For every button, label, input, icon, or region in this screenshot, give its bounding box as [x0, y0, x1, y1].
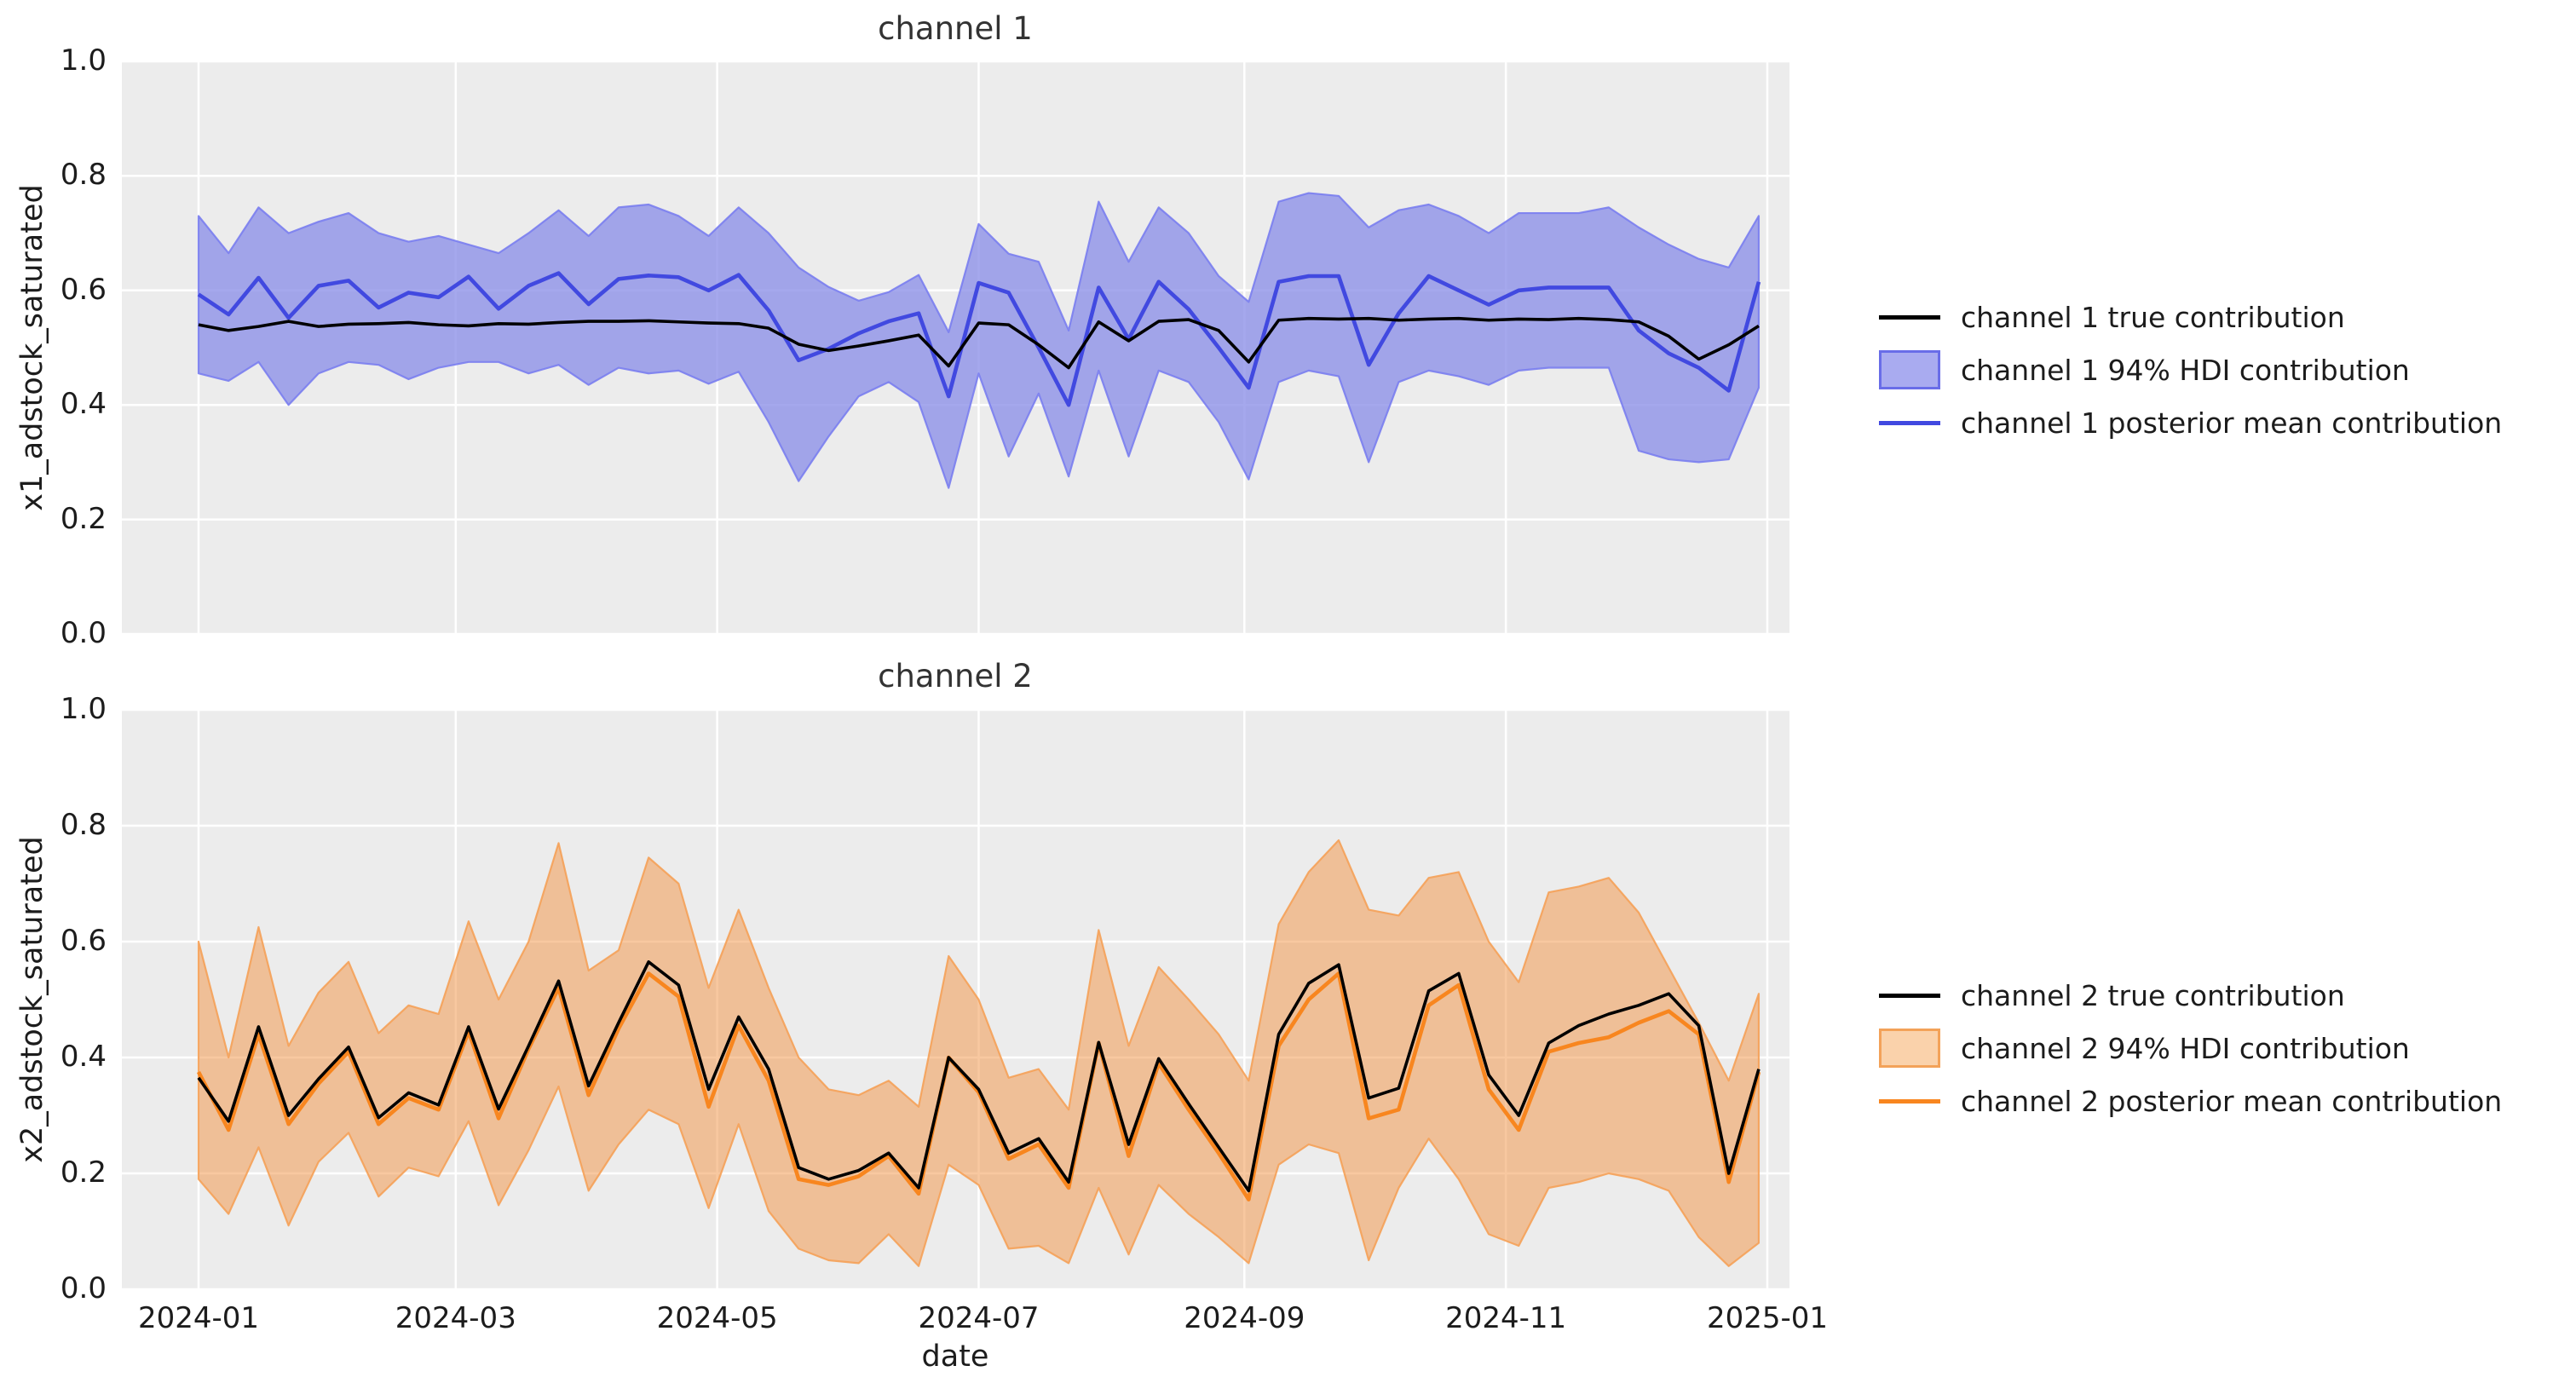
legend-line-swatch [1879, 993, 1940, 998]
y-tick-label: 0.8 [60, 808, 107, 842]
legend-item-label: channel 2 true contribution [1961, 978, 2345, 1012]
legend-item: channel 1 94% HDI contribution [1879, 343, 2502, 396]
hdi-band-swatch [1879, 1029, 1940, 1068]
y-tick-label: 0.4 [60, 1040, 107, 1074]
y-tick-label: 0.0 [60, 616, 107, 650]
y-tick-label: 0.0 [60, 1271, 107, 1305]
true-line-swatch [1879, 993, 1940, 998]
x-tick-label: 2024-11 [1445, 1301, 1567, 1335]
legend-item-label: channel 2 posterior mean contribution [1961, 1084, 2503, 1118]
y-tick-label: 0.2 [60, 501, 107, 536]
legend-item-label: channel 1 94% HDI contribution [1961, 353, 2410, 387]
legend-patch-swatch [1879, 1029, 1940, 1068]
legend-item-label: channel 2 94% HDI contribution [1961, 1031, 2410, 1065]
legend-item: channel 2 94% HDI contribution [1879, 1022, 2502, 1075]
y-tick-label: 0.6 [60, 272, 107, 307]
hdi-band-swatch [1879, 350, 1940, 389]
legend-item: channel 1 true contribution [1879, 291, 2502, 343]
chart-1-legend: channel 1 true contribution channel 1 94… [1879, 291, 2502, 449]
x-tick-label: 2024-03 [395, 1301, 516, 1335]
legend-line-swatch [1879, 420, 1940, 425]
y-tick-label: 0.8 [60, 158, 107, 193]
x-tick-label: 2025-01 [1706, 1301, 1829, 1335]
chart-1-y-axis-label: x1_adstock_saturated [15, 184, 49, 511]
legend-item-label: channel 1 posterior mean contribution [1961, 406, 2503, 440]
posterior-mean-line-swatch [1879, 1098, 1940, 1104]
legend-item: channel 2 posterior mean contribution [1879, 1075, 2502, 1127]
true-contribution-line [197, 960, 1761, 1193]
chart-2-legend: channel 2 true contribution channel 2 94… [1879, 969, 2502, 1127]
legend-line-swatch [1879, 1098, 1940, 1104]
chart-2-y-axis-label: x2_adstock_saturated [15, 836, 49, 1163]
legend-line-swatch [1879, 314, 1940, 320]
x-tick-label: 2024-01 [137, 1301, 260, 1335]
posterior-mean-line [197, 271, 1761, 407]
posterior-mean-line-swatch [1879, 420, 1940, 425]
legend-patch-swatch [1879, 350, 1940, 389]
chart-2-title: channel 2 [878, 658, 1033, 694]
y-tick-label: 0.2 [60, 1155, 107, 1190]
chart-1-title: channel 1 [878, 10, 1033, 47]
x-axis-label: date [921, 1340, 989, 1374]
y-tick-label: 1.0 [60, 692, 107, 726]
x-tick-label: 2024-05 [656, 1301, 778, 1335]
hdi-band [197, 192, 1761, 489]
legend-item-label: channel 1 true contribution [1961, 300, 2345, 334]
y-tick-label: 0.6 [60, 924, 107, 958]
legend-item: channel 2 true contribution [1879, 969, 2502, 1022]
x-tick-label: 2024-07 [918, 1301, 1040, 1335]
subplot-channel-1 [122, 60, 1789, 636]
x-tick-label: 2024-09 [1184, 1301, 1305, 1335]
y-tick-label: 0.4 [60, 387, 107, 422]
true-line-swatch [1879, 314, 1940, 320]
hdi-band [197, 838, 1761, 1267]
y-tick-label: 1.0 [60, 43, 107, 78]
legend-item: channel 1 posterior mean contribution [1879, 396, 2502, 449]
true-contribution-line [198, 316, 1760, 370]
subplot-channel-2 [122, 708, 1789, 1291]
